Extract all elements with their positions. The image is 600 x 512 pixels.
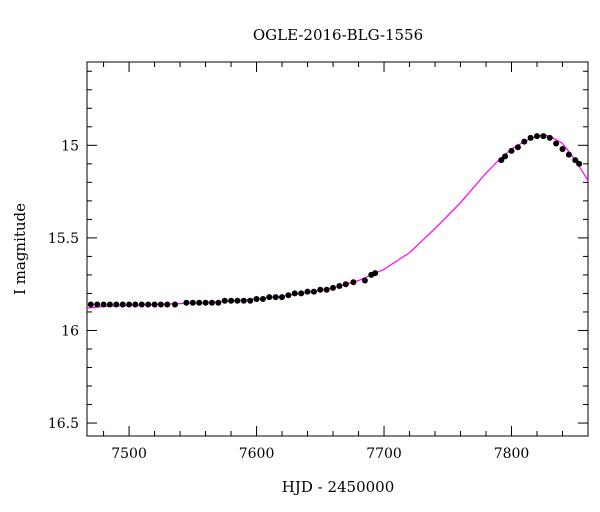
data-point xyxy=(138,301,145,308)
data-point xyxy=(247,297,254,304)
data-point xyxy=(202,299,209,306)
y-tick-label: 15 xyxy=(61,138,79,154)
data-point xyxy=(330,284,336,291)
data-point xyxy=(208,299,215,306)
data-point xyxy=(189,299,196,306)
x-tick-label: 7700 xyxy=(366,446,402,462)
data-point xyxy=(119,301,126,308)
data-point xyxy=(514,144,521,151)
data-point xyxy=(196,299,203,306)
data-point xyxy=(157,301,164,308)
data-point xyxy=(183,299,190,306)
x-axis-label: HJD - 2450000 xyxy=(282,478,395,496)
data-point xyxy=(350,279,357,286)
data-point xyxy=(534,133,540,140)
data-point xyxy=(572,157,579,164)
data-point xyxy=(240,297,247,304)
data-point xyxy=(342,281,349,288)
data-point xyxy=(304,288,311,295)
chart-title: OGLE-2016-BLG-1556 xyxy=(253,26,423,44)
photometry-points xyxy=(87,133,583,308)
data-point xyxy=(502,153,509,160)
data-point xyxy=(361,277,368,284)
data-point xyxy=(234,297,241,304)
data-point xyxy=(279,294,285,301)
data-point xyxy=(336,283,343,289)
data-point xyxy=(151,301,158,308)
data-point xyxy=(100,301,107,308)
data-point xyxy=(87,301,94,308)
data-point xyxy=(323,286,330,293)
data-point xyxy=(126,301,133,308)
data-point xyxy=(132,301,139,308)
y-tick-label: 15.5 xyxy=(48,231,79,247)
data-point xyxy=(540,133,547,140)
data-point xyxy=(259,296,266,302)
data-point xyxy=(498,157,505,164)
data-point xyxy=(372,270,379,277)
data-point xyxy=(527,134,534,141)
x-tick-label: 7600 xyxy=(239,446,275,462)
data-point xyxy=(272,294,279,301)
x-tick-label: 7500 xyxy=(111,446,147,462)
model-curve xyxy=(86,134,589,309)
data-point xyxy=(228,297,235,304)
data-point xyxy=(253,296,260,302)
data-point xyxy=(172,301,178,308)
data-point xyxy=(94,301,101,308)
data-point xyxy=(565,151,572,158)
data-point xyxy=(508,147,515,154)
data-point xyxy=(310,288,317,295)
data-point xyxy=(113,301,120,308)
y-tick-label: 16.5 xyxy=(48,416,79,432)
x-tick-labels: 7500 7600 7700 7800 xyxy=(111,446,529,462)
data-point xyxy=(266,294,273,301)
data-point xyxy=(521,138,528,145)
data-point xyxy=(559,146,566,152)
y-tick-labels: 15 15.5 16 16.5 xyxy=(48,138,79,432)
data-point xyxy=(221,297,228,304)
y-axis-label: I magnitude xyxy=(11,203,29,295)
data-point xyxy=(291,290,298,297)
x-tick-label: 7800 xyxy=(494,446,530,462)
data-point xyxy=(298,290,305,297)
data-point xyxy=(553,140,560,147)
data-point xyxy=(285,292,292,299)
data-point xyxy=(164,301,171,308)
data-point xyxy=(317,286,324,293)
data-point xyxy=(145,301,152,308)
data-point xyxy=(576,160,583,167)
data-point xyxy=(215,299,222,306)
axis-ticks xyxy=(87,62,589,436)
data-point xyxy=(106,301,113,308)
y-tick-label: 16 xyxy=(61,323,79,339)
data-point xyxy=(546,134,553,141)
plot-frame xyxy=(86,61,589,437)
